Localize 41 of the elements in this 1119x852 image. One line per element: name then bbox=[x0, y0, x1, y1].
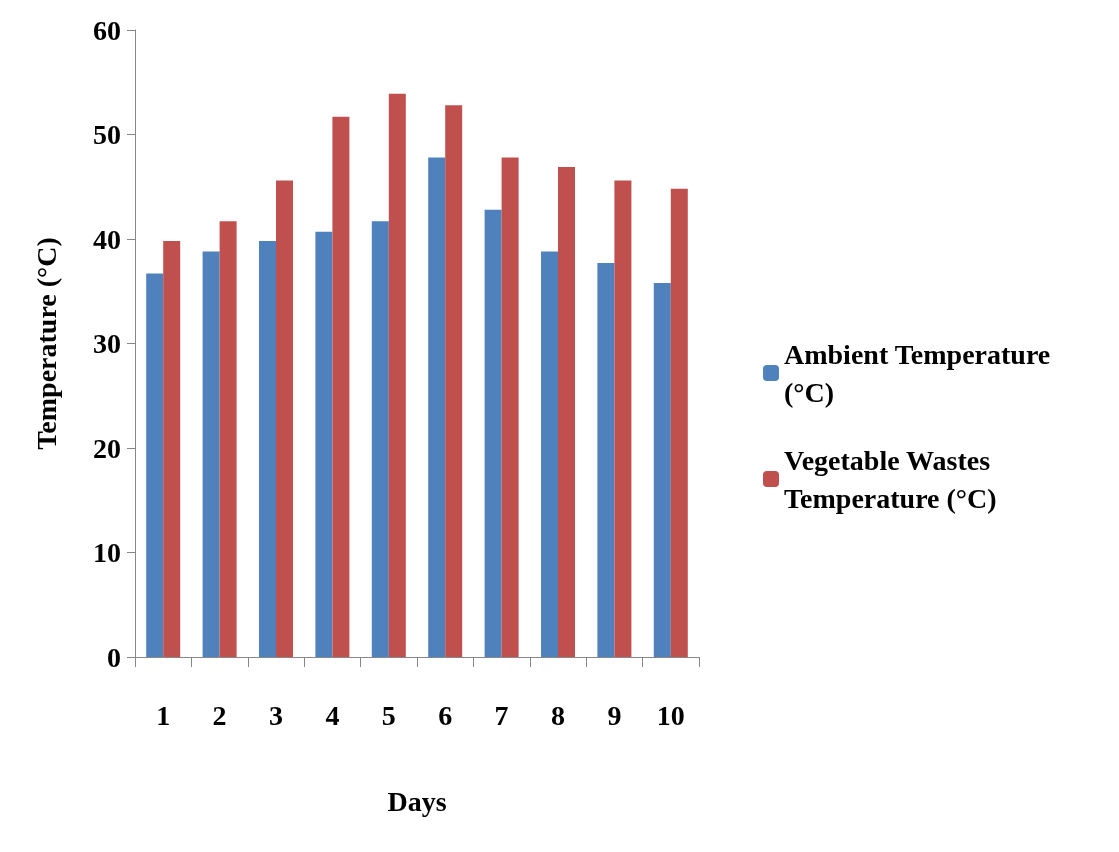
bar bbox=[653, 282, 671, 657]
bar bbox=[163, 241, 181, 657]
bar bbox=[146, 273, 164, 657]
y-tick-label: 40 bbox=[93, 223, 121, 255]
bar bbox=[371, 221, 389, 657]
bar bbox=[219, 221, 237, 657]
bar bbox=[558, 166, 575, 657]
bar bbox=[597, 263, 615, 657]
bar bbox=[428, 157, 446, 657]
x-tick-label: 2 bbox=[212, 699, 227, 731]
y-tick-label: 20 bbox=[93, 432, 121, 464]
x-tick-label: 9 bbox=[607, 699, 622, 731]
bar bbox=[388, 93, 406, 657]
bar bbox=[202, 251, 220, 657]
y-tick-label: 30 bbox=[93, 328, 121, 359]
x-tick-label: 6 bbox=[438, 699, 453, 731]
x-tick-label: 10 bbox=[656, 699, 685, 731]
x-axis-title: Days bbox=[387, 785, 447, 817]
bar bbox=[614, 180, 632, 657]
bar bbox=[484, 209, 502, 657]
bar bbox=[259, 241, 276, 657]
bar bbox=[670, 188, 688, 657]
legend-label: Ambient Temperature (°C) bbox=[784, 338, 1058, 408]
bar bbox=[332, 116, 350, 657]
y-tick-label: 10 bbox=[93, 537, 121, 568]
y-tick-label: 60 bbox=[93, 14, 121, 46]
y-tick-label: 50 bbox=[93, 119, 121, 150]
x-tick-label: 8 bbox=[551, 699, 565, 731]
bar bbox=[276, 180, 293, 657]
y-axis-title: Temperature (°C) bbox=[30, 237, 62, 450]
bar bbox=[501, 157, 519, 657]
legend-label: Vegetable Wastes Temperature (°C) bbox=[784, 444, 998, 514]
bar bbox=[315, 231, 333, 657]
x-tick-label: 3 bbox=[269, 699, 283, 731]
x-tick-label: 1 bbox=[156, 699, 171, 731]
x-tick-label: 7 bbox=[494, 699, 509, 731]
x-tick-label: 4 bbox=[325, 699, 340, 731]
y-tick-label: 0 bbox=[107, 641, 121, 673]
bar bbox=[541, 251, 558, 657]
bar bbox=[445, 105, 463, 657]
x-tick-label: 5 bbox=[381, 699, 396, 731]
